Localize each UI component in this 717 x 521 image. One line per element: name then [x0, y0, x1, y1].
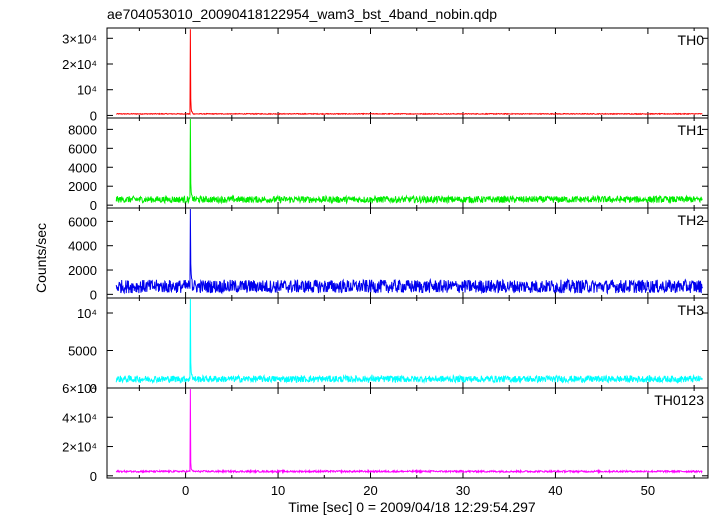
x-tick-label: 50 [641, 483, 655, 498]
x-tick-label: 20 [363, 483, 377, 498]
x-tick-label: 0 [182, 483, 189, 498]
panel-th0123: 0 2×10⁴ 4×10⁴ 6×10⁴ TH0123 0 10 20 30 40 50 [62, 381, 709, 498]
y-tick-label: 3×10⁴ [62, 31, 97, 46]
y-tick-label: 6000 [68, 214, 97, 229]
y-tick-label: 10⁴ [77, 306, 97, 321]
x-tick-label: 10 [271, 483, 285, 498]
y-tick-label: 2000 [68, 179, 97, 194]
x-axis-label: Time [sec] 0 = 2009/04/18 12:29:54.297 [288, 499, 536, 515]
series-line-th2 [115, 208, 703, 295]
y-tick-label: 2000 [68, 263, 97, 278]
panel-label: TH3 [678, 302, 705, 318]
panel-label: TH1 [678, 122, 705, 138]
y-tick-label: 4000 [68, 239, 97, 254]
y-tick-label: 10⁴ [77, 83, 97, 98]
x-tick-label: 40 [548, 483, 562, 498]
y-tick-label: 0 [90, 469, 97, 484]
y-axis-label: Counts/sec [33, 223, 49, 293]
y-tick-label: 4000 [68, 160, 97, 175]
series-line-th3 [115, 298, 703, 385]
y-tick-label: 0 [90, 381, 97, 396]
chart-title: ae704053010_20090418122954_wam3_bst_4ban… [107, 6, 497, 22]
y-tick-label: 5000 [68, 344, 97, 359]
y-tick-label: 0 [90, 108, 97, 123]
series-line-th0 [115, 29, 703, 116]
panel-frame [106, 387, 709, 479]
panel-label: TH0123 [654, 392, 704, 408]
y-tick-label: 2×10⁴ [62, 440, 97, 455]
y-tick-label: 6×10⁴ [62, 381, 97, 396]
panel-label: TH0 [678, 32, 705, 48]
series-line-th0123 [115, 388, 703, 475]
y-tick-label: 6000 [68, 141, 97, 156]
series-line-th1 [115, 118, 703, 205]
panel-th2: 0 2000 4000 6000 TH2 [68, 207, 709, 302]
panel-label: TH2 [678, 212, 705, 228]
y-tick-label: 0 [90, 287, 97, 302]
y-tick-label: 0 [90, 198, 97, 213]
y-tick-label: 2×10⁴ [62, 57, 97, 72]
y-tick-label: 4×10⁴ [62, 410, 97, 425]
y-tick-label: 8000 [68, 122, 97, 137]
x-tick-label: 30 [456, 483, 470, 498]
